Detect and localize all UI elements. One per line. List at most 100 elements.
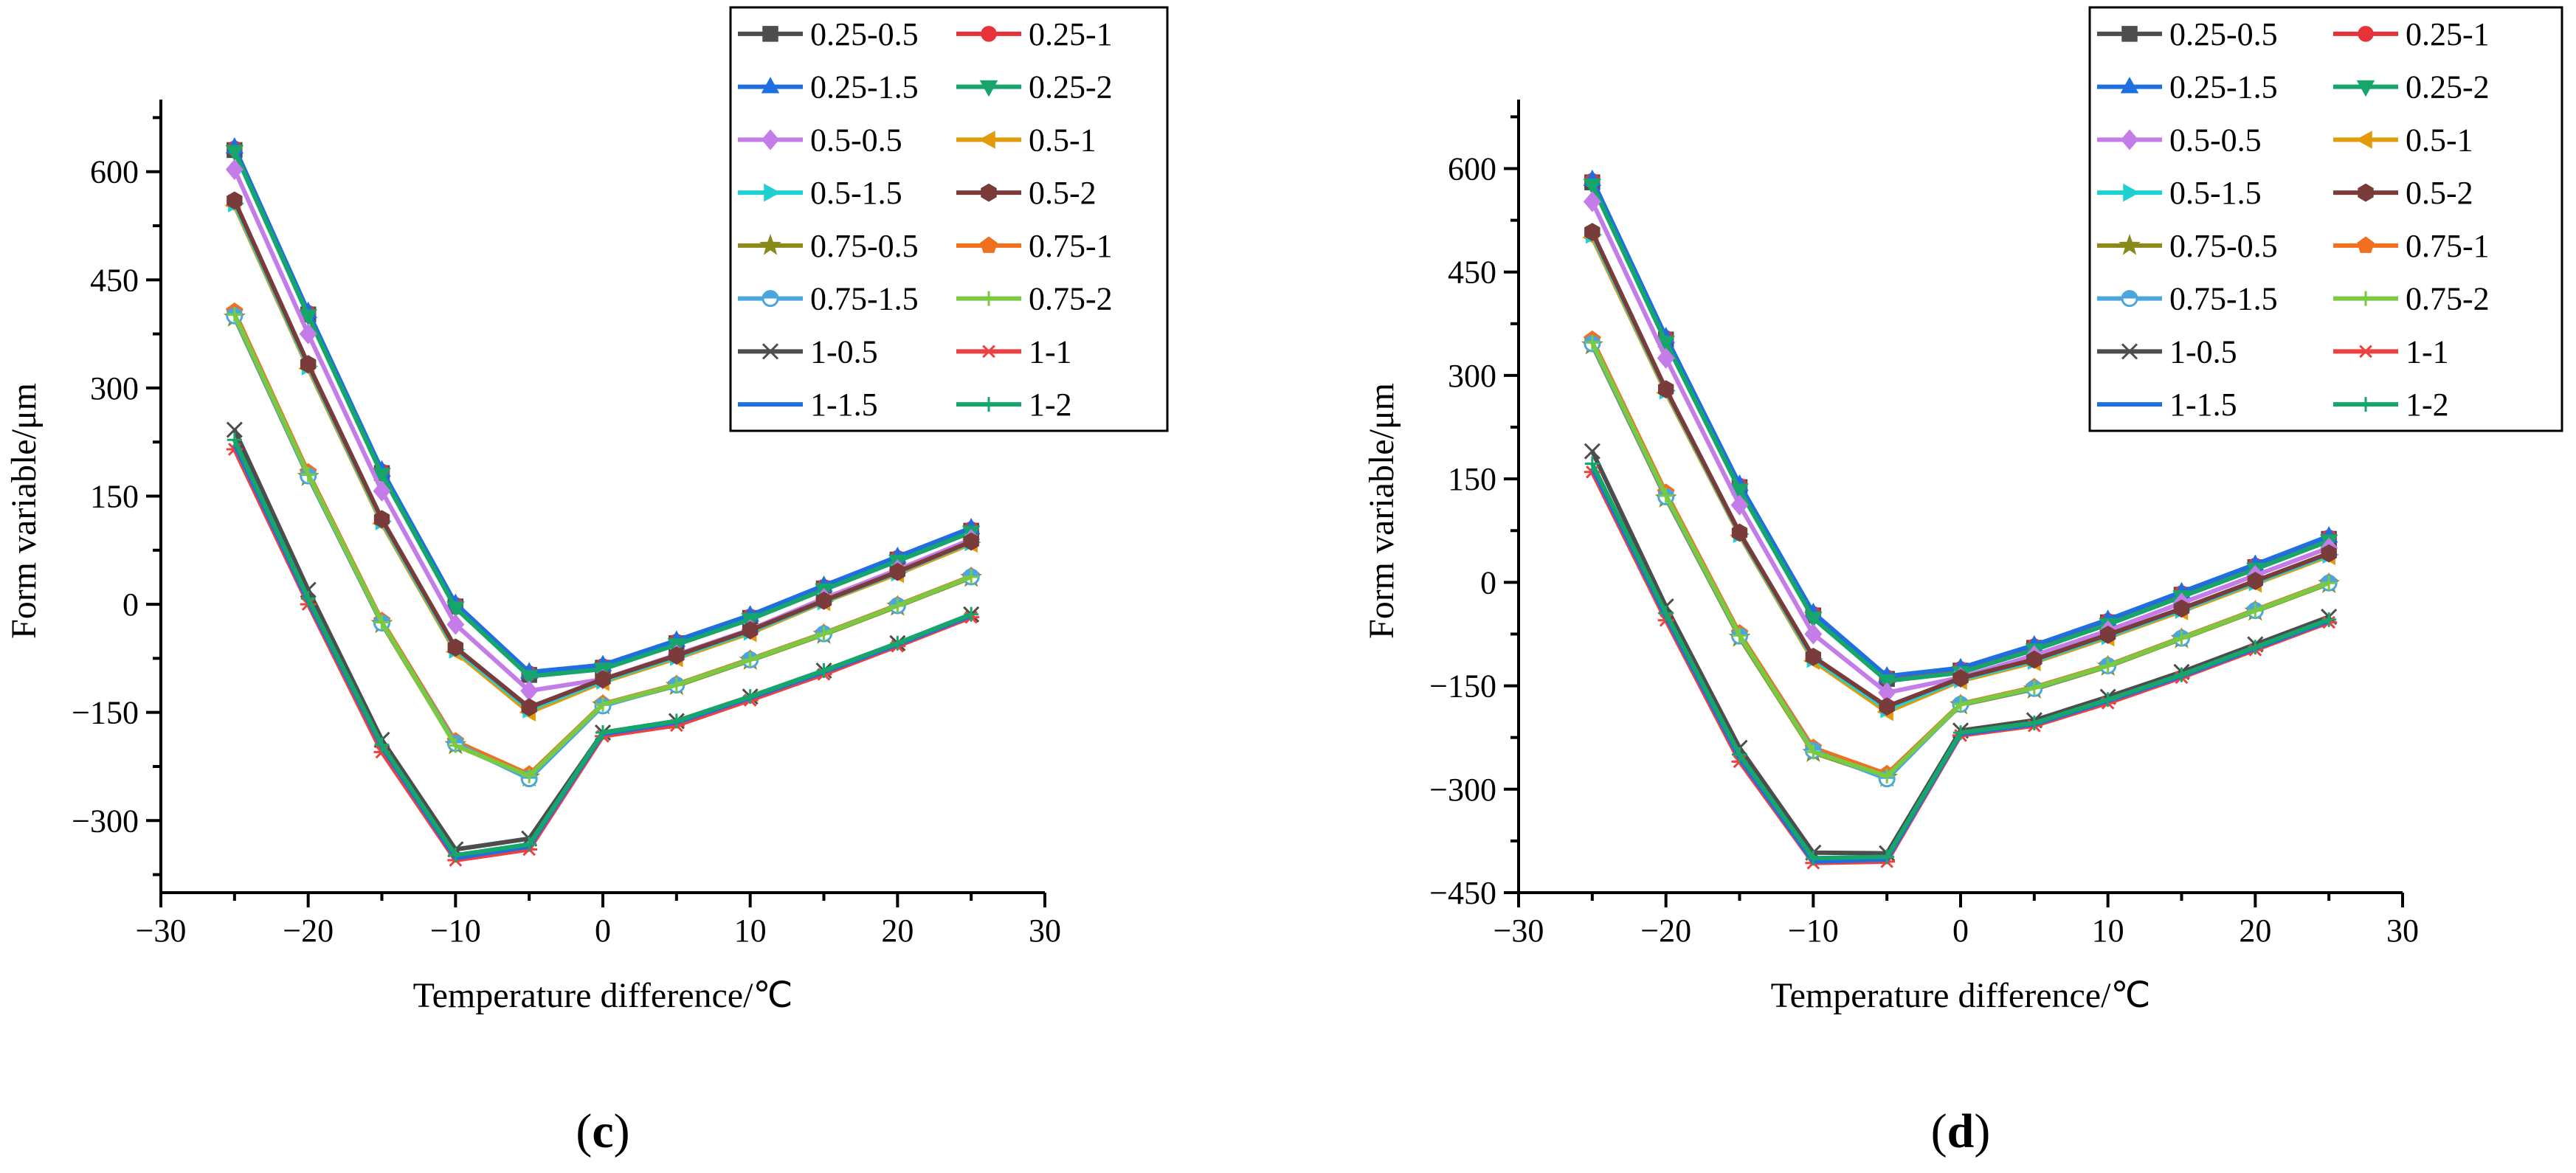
y-tick-label: −150 <box>1429 668 1496 705</box>
data-point <box>2321 575 2337 591</box>
data-point <box>669 646 685 665</box>
legend-marker <box>981 183 997 202</box>
y-tick-label: 150 <box>1448 461 1496 497</box>
data-point <box>816 663 832 678</box>
data-point <box>889 562 906 581</box>
legend-item: 0.75-2 <box>956 281 1113 317</box>
x-axis-title: Temperature difference/℃ <box>413 976 793 1015</box>
data-point <box>225 145 244 162</box>
y-tick-label: 0 <box>122 586 139 623</box>
data-point <box>1953 696 1968 712</box>
legend-item: 0.75-1.5 <box>738 281 919 317</box>
x-tick-label: 0 <box>1952 913 1969 949</box>
y-axis-title: Form variable/μm <box>4 383 44 639</box>
legend-label: 0.75-1.5 <box>810 281 919 317</box>
data-point <box>1804 612 1823 629</box>
legend-marker <box>2358 26 2374 42</box>
data-point <box>1879 697 1895 716</box>
data-point <box>2174 667 2189 682</box>
data-point <box>1953 725 1968 741</box>
data-point <box>227 307 242 322</box>
data-point <box>448 738 463 753</box>
legend-marker <box>762 343 779 360</box>
legend-marker <box>981 291 996 306</box>
x-tick-label: −20 <box>283 913 334 949</box>
series-0.75-2 <box>227 307 979 783</box>
data-point <box>595 725 610 741</box>
data-point <box>1657 336 1675 353</box>
data-point <box>447 638 464 657</box>
data-point <box>742 689 758 705</box>
legend-label: 0.5-0.5 <box>810 122 902 158</box>
legend-marker <box>2121 26 2138 42</box>
series-group <box>223 136 983 867</box>
y-tick-label: 0 <box>1480 564 1496 601</box>
x-axis-title: Temperature difference/℃ <box>1771 976 2151 1015</box>
data-point <box>2026 680 2042 696</box>
y-tick-label: 450 <box>1448 255 1496 291</box>
legend-marker <box>2358 397 2373 412</box>
y-tick-label: −300 <box>1429 772 1496 808</box>
legend-label: 1-2 <box>2406 387 2449 423</box>
data-point <box>742 620 759 640</box>
series-1-2 <box>227 432 979 863</box>
data-point <box>374 737 390 752</box>
y-tick-label: 600 <box>90 154 139 190</box>
series-line <box>232 429 973 852</box>
data-point <box>522 837 537 852</box>
legend-label: 1-1.5 <box>2169 387 2237 423</box>
data-point <box>2100 658 2116 674</box>
series-line <box>232 443 973 861</box>
legend-marker <box>978 131 995 149</box>
legend-marker <box>2121 129 2138 150</box>
legend-label: 0.25-1 <box>1029 16 1113 52</box>
legend-label: 1-1 <box>2406 333 2449 370</box>
data-point <box>448 848 463 863</box>
legend-item: 0.75-1 <box>956 228 1113 264</box>
legend-label: 1-0.5 <box>810 333 878 370</box>
x-tick-label: −30 <box>1494 913 1544 949</box>
data-point <box>1806 744 1821 760</box>
legend-item: 1-0.5 <box>2097 333 2237 370</box>
data-point <box>1805 647 1822 666</box>
data-point <box>522 768 537 783</box>
data-point <box>1658 488 1674 503</box>
chart-panel-c: −30 −20 −10 0 10 20 30 −300 −150 0 150 300 450 600 Tem… <box>4 6 1169 1158</box>
legend-item: 1-1 <box>956 333 1072 370</box>
x-tick-label: 10 <box>734 913 767 949</box>
legend-marker <box>2355 131 2372 149</box>
data-point <box>227 191 243 210</box>
series-0.5-2 <box>227 191 979 717</box>
legend-marker <box>2119 234 2141 255</box>
legend-label: 1-1.5 <box>810 387 878 423</box>
data-point <box>1879 769 1895 784</box>
x-tick-label: 30 <box>1029 913 1061 949</box>
series-1-0.5 <box>1584 443 2338 862</box>
data-point <box>964 569 979 584</box>
data-point <box>2099 626 2116 644</box>
legend-marker <box>981 345 997 359</box>
data-point <box>373 468 391 485</box>
data-point <box>1952 668 1969 688</box>
legend-marker <box>2121 343 2138 360</box>
legend: 0.25-0.5 0.25-1 0.25-1.5 0.25-2 0.5-0.5 0.5-1… <box>2088 6 2563 432</box>
data-point <box>595 696 610 712</box>
data-point <box>374 615 390 630</box>
y-tick-label: 450 <box>90 262 139 298</box>
legend-item: 0.5-2 <box>2333 175 2473 211</box>
legend-box <box>729 6 1169 432</box>
data-point <box>890 635 905 651</box>
legend-marker <box>2120 77 2139 94</box>
legend-item: 0.75-0.5 <box>2097 228 2278 264</box>
legend-marker <box>2123 183 2140 202</box>
data-point <box>2248 603 2263 618</box>
data-point <box>2248 640 2263 655</box>
data-point <box>1584 443 1600 460</box>
series-line <box>1590 450 2330 856</box>
data-point <box>299 309 317 326</box>
data-point <box>1804 623 1823 645</box>
legend-marker <box>759 234 781 255</box>
data-point <box>1730 483 1749 500</box>
y-tick-label: −150 <box>72 695 139 731</box>
y-axis-title: Form variable/μm <box>1362 383 1401 639</box>
